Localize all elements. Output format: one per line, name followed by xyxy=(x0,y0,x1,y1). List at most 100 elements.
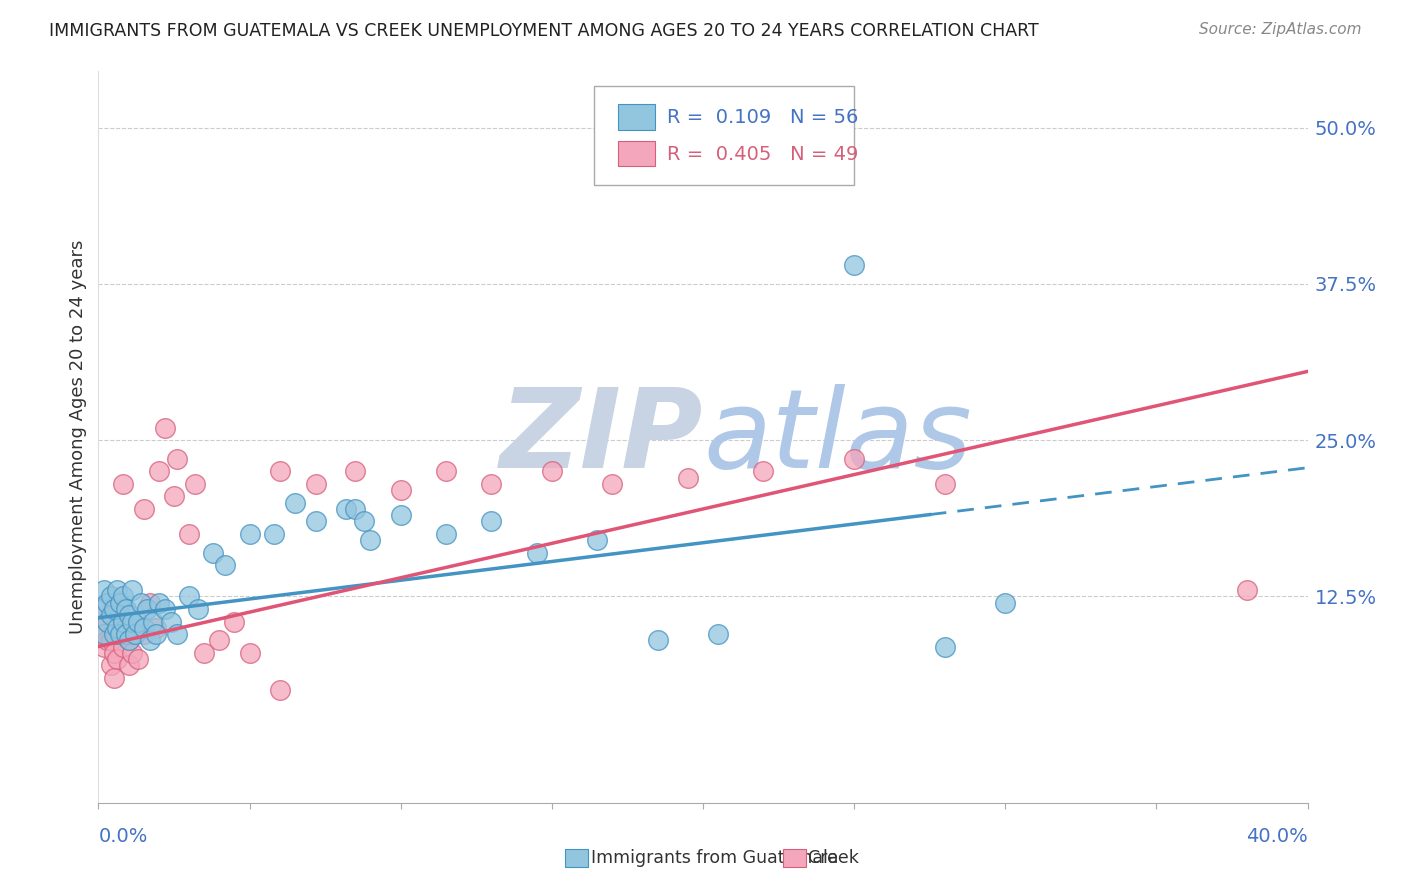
Point xyxy=(934,477,956,491)
FancyBboxPatch shape xyxy=(595,86,855,185)
Point xyxy=(344,502,367,516)
Point xyxy=(100,658,122,673)
Point xyxy=(239,527,262,541)
Point xyxy=(145,627,167,641)
Point xyxy=(335,502,357,516)
Point xyxy=(139,596,162,610)
Point xyxy=(105,627,128,641)
Point xyxy=(602,477,624,491)
Point xyxy=(305,515,328,529)
Point xyxy=(114,627,136,641)
Point xyxy=(103,627,125,641)
Point xyxy=(994,596,1017,610)
Text: Creek: Creek xyxy=(808,849,859,867)
Point xyxy=(139,633,162,648)
Point xyxy=(187,602,209,616)
Y-axis label: Unemployment Among Ages 20 to 24 years: Unemployment Among Ages 20 to 24 years xyxy=(69,240,87,634)
Point xyxy=(118,633,141,648)
Point xyxy=(284,496,307,510)
Point xyxy=(239,646,262,660)
Point xyxy=(148,465,170,479)
Point xyxy=(179,590,201,604)
Point xyxy=(647,633,669,648)
Point xyxy=(389,508,412,523)
Point xyxy=(269,683,291,698)
Point xyxy=(124,627,146,641)
Point xyxy=(844,452,866,467)
Point xyxy=(93,627,115,641)
Bar xyxy=(619,141,655,167)
Point xyxy=(389,483,412,498)
Point xyxy=(121,583,143,598)
Point xyxy=(129,596,152,610)
Point xyxy=(103,602,125,616)
Point xyxy=(100,590,122,604)
Point xyxy=(148,596,170,610)
Point xyxy=(111,477,134,491)
Point xyxy=(118,633,141,648)
Point xyxy=(224,615,246,629)
Point xyxy=(1236,583,1258,598)
Point xyxy=(93,640,115,654)
Point xyxy=(142,615,165,629)
Point xyxy=(707,627,730,641)
Point xyxy=(481,515,503,529)
Point xyxy=(103,671,125,685)
Point xyxy=(166,452,188,467)
Point xyxy=(163,490,186,504)
Point xyxy=(145,621,167,635)
Point xyxy=(90,602,112,616)
Point xyxy=(111,640,134,654)
Point xyxy=(103,621,125,635)
Point xyxy=(90,621,112,635)
Point xyxy=(344,465,367,479)
Text: atlas: atlas xyxy=(703,384,972,491)
Text: ZIP: ZIP xyxy=(499,384,703,491)
Point xyxy=(96,596,118,610)
Point xyxy=(768,152,790,166)
Point xyxy=(676,471,699,485)
Point xyxy=(121,646,143,660)
Point xyxy=(193,646,215,660)
Point xyxy=(118,658,141,673)
Point xyxy=(752,465,775,479)
Point xyxy=(526,546,548,560)
Point xyxy=(481,477,503,491)
Point xyxy=(121,615,143,629)
Point xyxy=(208,633,231,648)
Point xyxy=(105,583,128,598)
Point xyxy=(96,615,118,629)
Point xyxy=(96,615,118,629)
Point xyxy=(96,633,118,648)
Point xyxy=(166,627,188,641)
Text: Immigrants from Guatemala: Immigrants from Guatemala xyxy=(591,849,838,867)
Point xyxy=(111,590,134,604)
Point xyxy=(114,621,136,635)
Point xyxy=(118,608,141,623)
Point xyxy=(127,652,149,666)
Point xyxy=(100,633,122,648)
Point xyxy=(108,608,131,623)
Point xyxy=(124,627,146,641)
Text: IMMIGRANTS FROM GUATEMALA VS CREEK UNEMPLOYMENT AMONG AGES 20 TO 24 YEARS CORREL: IMMIGRANTS FROM GUATEMALA VS CREEK UNEMP… xyxy=(49,22,1039,40)
Point xyxy=(100,608,122,623)
Point xyxy=(586,533,609,548)
Point xyxy=(214,558,236,573)
Point xyxy=(135,602,157,616)
Point xyxy=(114,602,136,616)
Point xyxy=(103,646,125,660)
Point xyxy=(108,627,131,641)
Point xyxy=(132,627,155,641)
Bar xyxy=(619,104,655,130)
Point xyxy=(105,621,128,635)
Point xyxy=(111,615,134,629)
Point xyxy=(540,465,562,479)
Point xyxy=(93,602,115,616)
Text: R =  0.405   N = 49: R = 0.405 N = 49 xyxy=(666,145,858,163)
Point xyxy=(132,621,155,635)
Point xyxy=(434,527,457,541)
Point xyxy=(93,583,115,598)
Text: 0.0%: 0.0% xyxy=(98,827,148,846)
Point xyxy=(108,596,131,610)
Point xyxy=(202,546,225,560)
